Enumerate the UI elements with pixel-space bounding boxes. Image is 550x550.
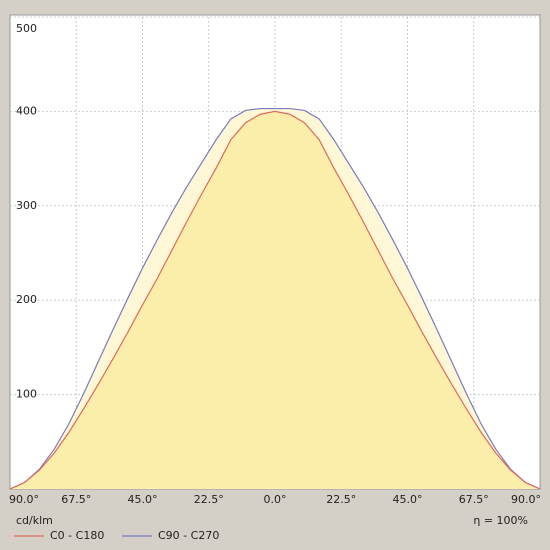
legend-label: C90 - C270: [158, 529, 219, 542]
x-tick-label: 67.5°: [459, 493, 489, 506]
series-line: [9, 110, 541, 490]
y-tick-label: 200: [16, 293, 37, 306]
area-fill: [10, 111, 540, 490]
series-line: [9, 107, 541, 490]
x-tick-label: 45.0°: [128, 493, 158, 506]
x-tick-label: 0.0°: [264, 493, 287, 506]
x-tick-label: 90.0°: [9, 493, 39, 506]
legend-label: C0 - C180: [50, 529, 104, 542]
x-tick-label: 90.0°: [511, 493, 541, 506]
y-tick-label: 300: [16, 199, 37, 212]
x-tick-label: 45.0°: [393, 493, 423, 506]
y-tick-label: 100: [16, 388, 37, 401]
y-tick-label: 400: [16, 104, 37, 117]
x-tick-label: 67.5°: [61, 493, 91, 506]
efficiency-label: η = 100%: [473, 514, 528, 527]
y-tick-label: 500: [16, 22, 37, 35]
unit-label: cd/klm: [16, 514, 53, 527]
x-tick-label: 22.5°: [194, 493, 224, 506]
x-tick-label: 22.5°: [326, 493, 356, 506]
